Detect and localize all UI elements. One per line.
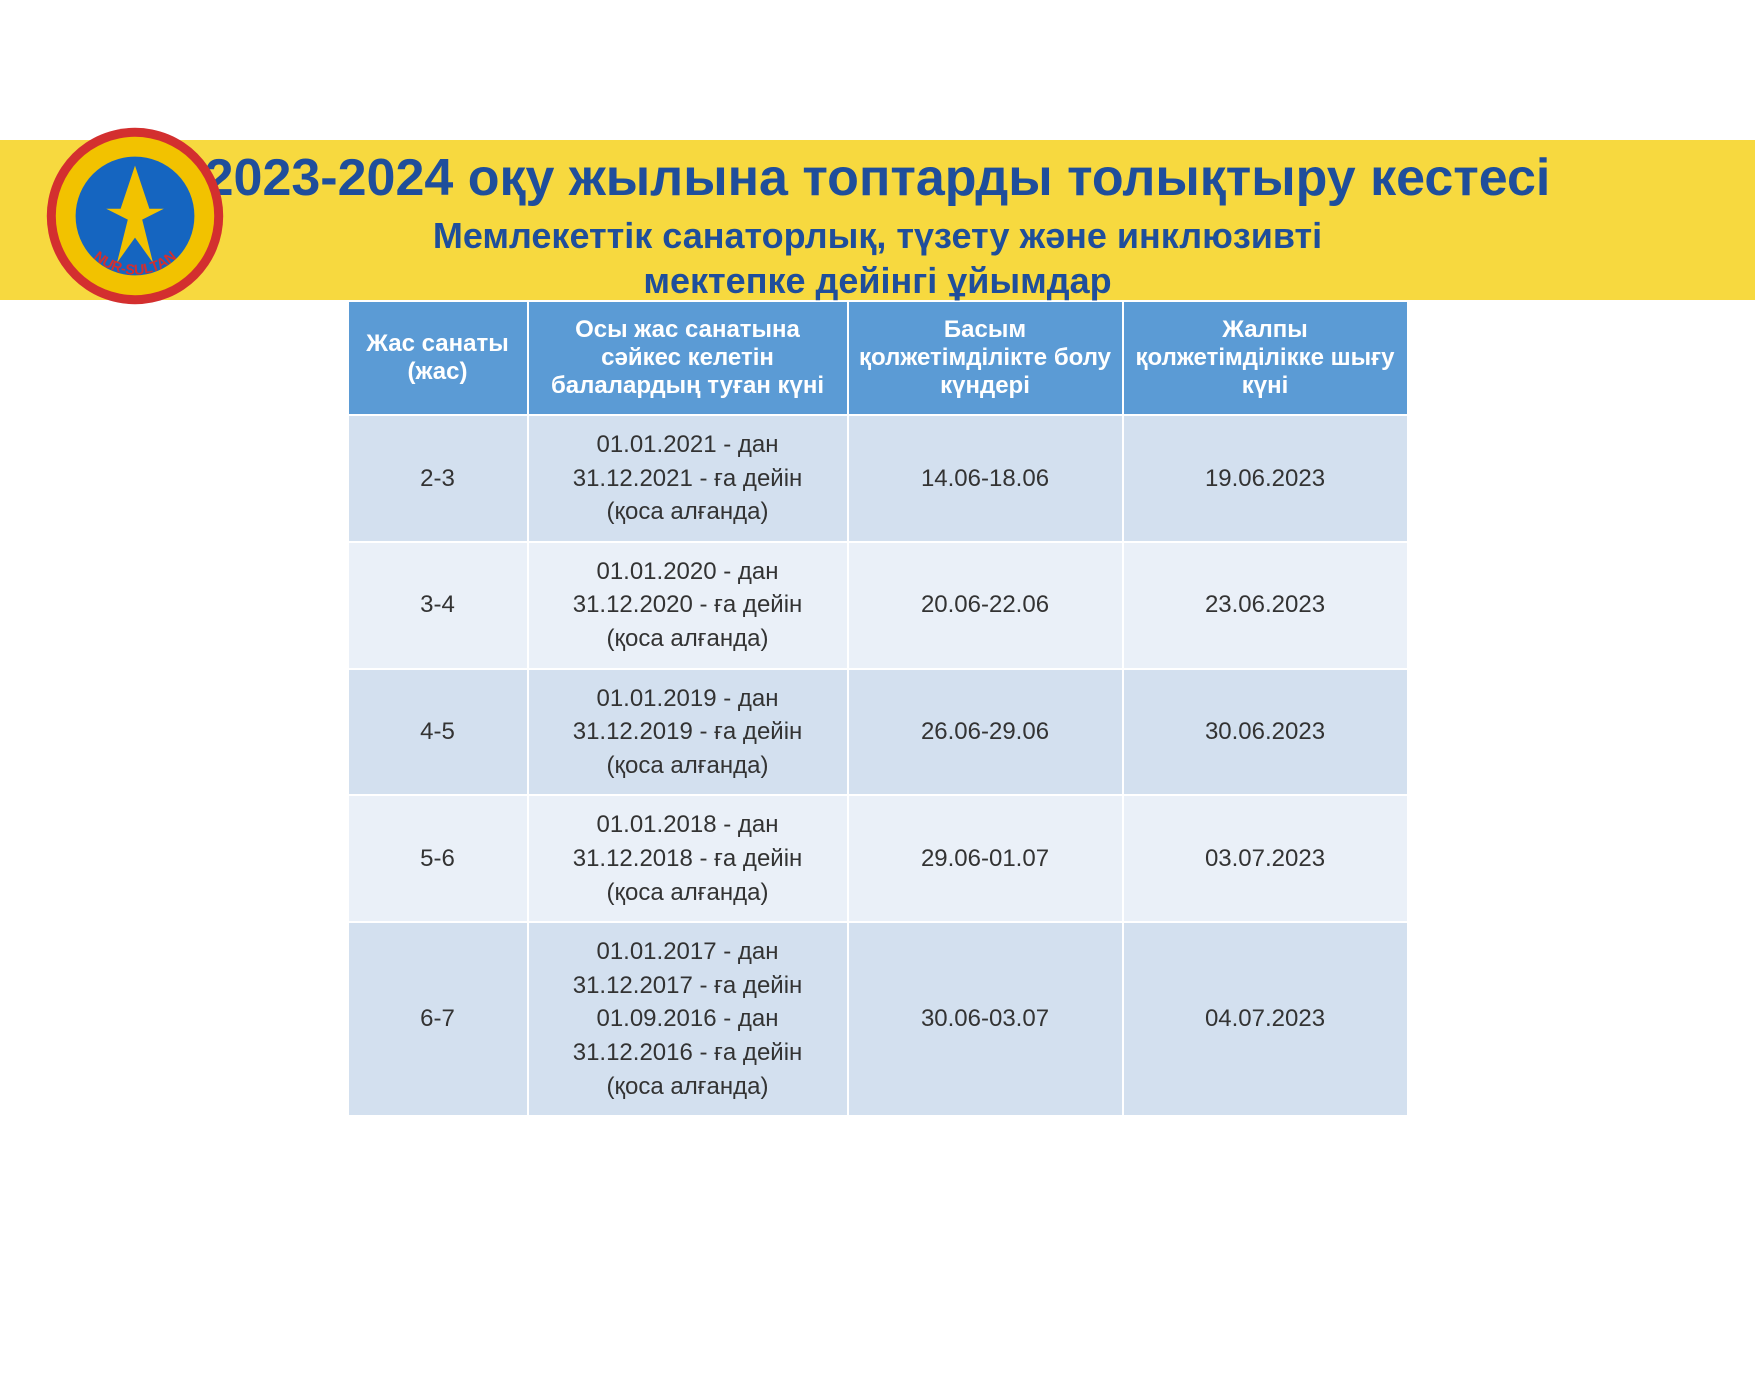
col-header-general: Жалпы қолжетімділікке шығу күні <box>1123 301 1408 415</box>
col-header-birth: Осы жас санатына сәйкес келетін балалард… <box>528 301 848 415</box>
cell-priority: 26.06-29.06 <box>848 669 1123 796</box>
cell-birth: 01.01.2020 - дан 31.12.2020 - ға дейін (… <box>528 542 848 669</box>
table-header-row: Жас санаты (жас) Осы жас санатына сәйкес… <box>348 301 1408 415</box>
cell-priority: 14.06-18.06 <box>848 415 1123 542</box>
table-row: 3-4 01.01.2020 - дан 31.12.2020 - ға дей… <box>348 542 1408 669</box>
cell-age: 6-7 <box>348 922 528 1116</box>
cell-priority: 30.06-03.07 <box>848 922 1123 1116</box>
table-row: 5-6 01.01.2018 - дан 31.12.2018 - ға дей… <box>348 795 1408 922</box>
cell-age: 4-5 <box>348 669 528 796</box>
cell-age: 3-4 <box>348 542 528 669</box>
schedule-table-wrap: Жас санаты (жас) Осы жас санатына сәйкес… <box>0 300 1755 1117</box>
cell-general: 19.06.2023 <box>1123 415 1408 542</box>
schedule-table: Жас санаты (жас) Осы жас санатына сәйкес… <box>347 300 1409 1117</box>
cell-general: 30.06.2023 <box>1123 669 1408 796</box>
cell-age: 5-6 <box>348 795 528 922</box>
col-header-age: Жас санаты (жас) <box>348 301 528 415</box>
table-row: 4-5 01.01.2019 - дан 31.12.2019 - ға дей… <box>348 669 1408 796</box>
city-emblem-logo: NUR-SULTAN <box>45 126 225 306</box>
cell-general: 03.07.2023 <box>1123 795 1408 922</box>
title-banner: NUR-SULTAN 2023-2024 оқу жылына топтарды… <box>0 140 1755 300</box>
cell-age: 2-3 <box>348 415 528 542</box>
cell-priority: 20.06-22.06 <box>848 542 1123 669</box>
banner-text-block: 2023-2024 оқу жылына топтарды толықтыру … <box>0 140 1755 303</box>
col-header-priority: Басым қолжетімділікте болу күндері <box>848 301 1123 415</box>
subtitle-line-2: мектепке дейінгі ұйымдар <box>643 260 1111 301</box>
subtitle-line-1: Мемлекеттік санаторлық, түзету және инкл… <box>433 215 1322 256</box>
cell-priority: 29.06-01.07 <box>848 795 1123 922</box>
table-row: 2-3 01.01.2021 - дан 31.12.2021 - ға дей… <box>348 415 1408 542</box>
page-subtitle: Мемлекеттік санаторлық, түзету және инкл… <box>0 213 1755 303</box>
cell-general: 04.07.2023 <box>1123 922 1408 1116</box>
cell-birth: 01.01.2017 - дан 31.12.2017 - ға дейін 0… <box>528 922 848 1116</box>
page-title: 2023-2024 оқу жылына топтарды толықтыру … <box>0 150 1755 207</box>
cell-birth: 01.01.2021 - дан 31.12.2021 - ға дейін (… <box>528 415 848 542</box>
cell-general: 23.06.2023 <box>1123 542 1408 669</box>
table-row: 6-7 01.01.2017 - дан 31.12.2017 - ға дей… <box>348 922 1408 1116</box>
cell-birth: 01.01.2018 - дан 31.12.2018 - ға дейін (… <box>528 795 848 922</box>
cell-birth: 01.01.2019 - дан 31.12.2019 - ға дейін (… <box>528 669 848 796</box>
